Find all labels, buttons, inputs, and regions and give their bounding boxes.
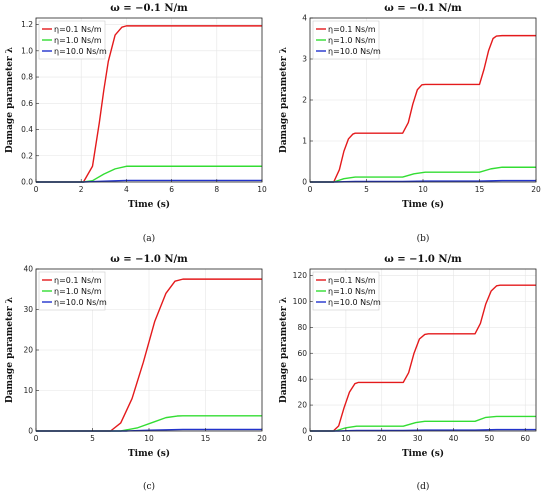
y-tick-label: 30 [23,305,33,314]
x-tick-label: 10 [341,434,351,443]
y-tick-label: 3 [302,55,307,64]
x-tick-label: 0 [34,185,39,194]
panel-caption: (b) [417,233,430,244]
series-line-1 [36,278,262,432]
series-line-1 [310,34,536,183]
legend-label-2: η=1.0 Ns/m [328,287,376,296]
legend: η=0.1 Ns/m η=1.0 Ns/m η=10.0 Ns/m [312,20,381,60]
y-tick-label: 0 [302,427,307,436]
legend-label-1: η=0.1 Ns/m [328,276,376,285]
y-tick-label: 0 [28,427,33,436]
y-tick-label: 1 [302,137,307,146]
legend-label-2: η=1.0 Ns/m [328,36,376,45]
x-tick-label: 40 [449,434,459,443]
y-tick-label: 10 [23,386,33,395]
y-tick-label: 2 [302,96,307,105]
x-tick-label: 20 [531,185,541,194]
y-tick-label: 1.2 [21,20,33,29]
x-tick-label: 0 [308,185,313,194]
y-tick-label: 0.6 [21,99,33,108]
y-tick-label: 4 [302,14,307,23]
chart-panel-2: 0 5 10 15 20 0 1 2 3 4 ω = −0.1 N/m Time (s) Damage … [279,3,541,244]
plot-frame [35,17,263,183]
x-tick-label: 60 [520,434,530,443]
y-tick-label: 40 [23,265,33,274]
x-tick-label: 4 [124,185,129,194]
legend-label-3: η=10.0 Ns/m [54,298,107,307]
y-tick-label: 100 [293,297,308,306]
y-tick-label: 60 [297,349,307,358]
y-tick-label: 20 [23,346,33,355]
x-tick-label: 20 [377,434,387,443]
series-line-2 [310,415,536,432]
series-line-1 [36,25,262,183]
chart-panel-3: 0 5 10 15 20 0 10 20 30 40 ω = −1.0 N/m Time (s) Dam… [5,254,267,491]
panel-caption: (d) [417,481,430,491]
legend-label-3: η=10.0 Ns/m [328,47,381,56]
legend-label-2: η=1.0 Ns/m [54,287,102,296]
legend-label-1: η=0.1 Ns/m [328,25,376,34]
x-tick-label: 10 [257,185,267,194]
x-tick-label: 30 [413,434,423,443]
x-tick-label: 0 [34,434,39,443]
panel-caption: (c) [143,481,155,491]
series-line-1 [310,284,536,432]
x-tick-label: 8 [214,185,219,194]
x-tick-label: 15 [201,434,211,443]
y-tick-label: 40 [297,375,307,384]
x-tick-label: 20 [257,434,267,443]
legend: η=0.1 Ns/m η=1.0 Ns/m η=10.0 Ns/m [38,271,107,311]
legend: η=0.1 Ns/m η=1.0 Ns/m η=10.0 Ns/m [312,271,381,311]
y-axis-title: Damage parameter λ [279,297,289,403]
x-tick-label: 15 [475,185,485,194]
x-axis-title: Time (s) [402,448,444,459]
legend-label-3: η=10.0 Ns/m [54,47,107,56]
x-axis-title: Time (s) [128,448,170,459]
chart-panel-1: 0 2 4 6 8 10 0.0 0.2 0.4 0.6 0.8 1.0 1.2 ω = −0.1 N/m… [5,3,267,244]
x-tick-label: 2 [79,185,84,194]
x-tick-label: 5 [364,185,369,194]
chart-title: ω = −1.0 N/m [110,254,188,265]
y-tick-label: 80 [297,323,307,332]
x-tick-label: 6 [169,185,174,194]
legend-label-1: η=0.1 Ns/m [54,25,102,34]
y-axis-title: Damage parameter λ [5,47,15,153]
y-tick-label: 1.0 [21,46,33,55]
panel-caption: (a) [143,233,155,244]
chart-title: ω = −0.1 N/m [110,3,188,14]
x-tick-label: 10 [418,185,428,194]
x-tick-label: 5 [90,434,95,443]
y-tick-label: 0 [302,178,307,187]
y-axis-title: Damage parameter λ [5,297,15,403]
chart-title: ω = −0.1 N/m [384,3,462,14]
legend: η=0.1 Ns/m η=1.0 Ns/m η=10.0 Ns/m [38,20,107,60]
y-tick-label: 0.2 [21,151,33,160]
x-tick-label: 50 [485,434,495,443]
chart-panel-4: 0 10 20 30 40 50 60 0 20 40 60 80 100 120 ω = −1.0 N/m… [279,254,537,491]
plot-frame [309,268,537,432]
y-tick-label: 0.0 [21,178,33,187]
x-axis-title: Time (s) [402,199,444,210]
x-axis-title: Time (s) [128,199,170,210]
legend-label-1: η=0.1 Ns/m [54,276,102,285]
series-line-2 [310,166,536,183]
y-tick-label: 0.4 [21,125,33,134]
x-tick-label: 0 [308,434,313,443]
y-tick-label: 0.8 [21,73,33,82]
y-axis-title: Damage parameter λ [279,47,289,153]
y-tick-label: 20 [297,401,307,410]
chart-title: ω = −1.0 N/m [384,254,462,265]
x-tick-label: 10 [144,434,154,443]
legend-label-3: η=10.0 Ns/m [328,298,381,307]
legend-label-2: η=1.0 Ns/m [54,36,102,45]
y-tick-label: 120 [293,271,308,280]
